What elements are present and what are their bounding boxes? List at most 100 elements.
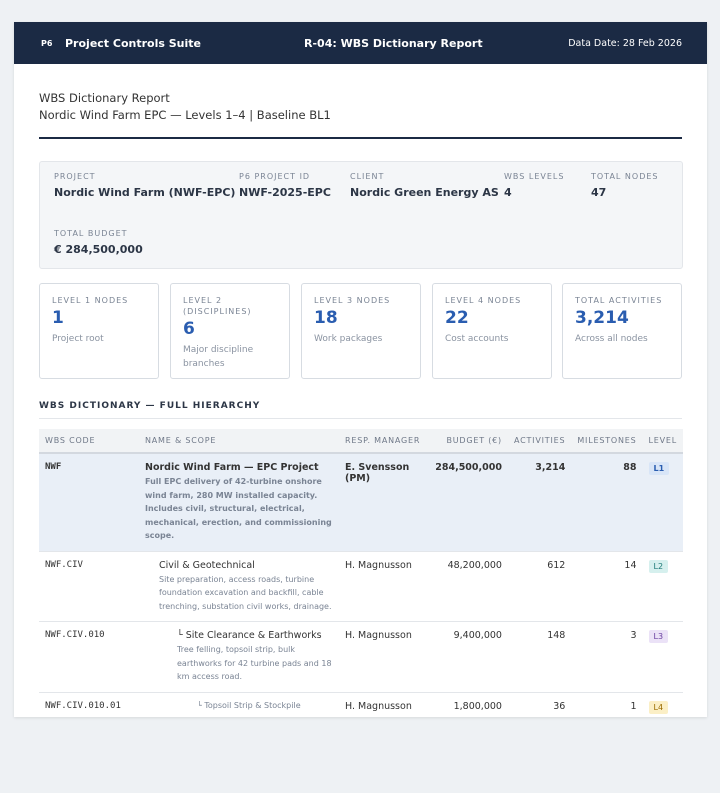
scope-text: Site preparation, access roads, turbine … xyxy=(159,574,332,611)
card-value: 22 xyxy=(445,308,469,328)
node-name: Nordic Wind Farm — EPC Project xyxy=(145,462,319,473)
column-header: MILESTONES xyxy=(571,429,643,454)
info-label: WBS LEVELS xyxy=(504,172,565,181)
info-field: CLIENT Nordic Green Energy AS xyxy=(350,172,499,199)
report-name: R-04: WBS Dictionary Report xyxy=(304,37,483,50)
name-scope: Civil & Geotechnical Site preparation, ac… xyxy=(139,551,339,622)
stat-card: LEVEL 1 NODES 1 Project root xyxy=(39,283,159,379)
data-date: Data Date: 28 Feb 2026 xyxy=(568,38,682,49)
info-value: 4 xyxy=(504,186,512,199)
card-label: LEVEL 3 NODES xyxy=(314,296,391,305)
scope-text: Full EPC delivery of 42-turbine onshore … xyxy=(145,477,332,540)
node-name: └ Topsoil Strip & Stockpile xyxy=(197,700,301,710)
info-field: WBS LEVELS 4 xyxy=(504,172,564,199)
app-name: Project Controls Suite xyxy=(65,37,201,50)
column-header: NAME & SCOPE xyxy=(139,429,339,454)
wbs-code: NWF.CIV xyxy=(39,551,139,622)
table-row: NWF.CIV.010 └ Site Clearance & Earthworks… xyxy=(39,621,683,693)
card-value: 1 xyxy=(52,308,64,328)
resp-manager: H. Magnusson xyxy=(339,692,430,717)
milestones: 3 xyxy=(571,621,643,693)
level: L4 xyxy=(642,692,683,717)
info-value: Nordic Wind Farm (NWF-EPC) xyxy=(54,186,236,199)
name-scope: └ Topsoil Strip & Stockpile xyxy=(139,692,339,717)
stat-card: LEVEL 2 (DISCIPLINES) 6 Major discipline b… xyxy=(170,283,290,379)
column-header: LEVEL xyxy=(642,429,683,454)
node-name: └ Site Clearance & Earthworks xyxy=(177,630,322,641)
info-field: TOTAL BUDGET € 284,500,000 xyxy=(54,229,143,256)
table-row: NWF.CIV.010.01 └ Topsoil Strip & Stockpil… xyxy=(39,692,683,717)
app-header: P6 Project Controls Suite R-04: WBS Dict… xyxy=(14,22,707,64)
info-label: TOTAL BUDGET xyxy=(54,229,128,238)
card-label: LEVEL 1 NODES xyxy=(52,296,129,305)
budget: 1,800,000 xyxy=(429,692,508,717)
node-name: Civil & Geotechnical xyxy=(159,559,255,571)
level-badge: L2 xyxy=(648,559,669,573)
level: L2 xyxy=(642,551,683,622)
stat-card: LEVEL 3 NODES 18 Work packages xyxy=(301,283,421,379)
report-sheet: P6 Project Controls Suite R-04: WBS Dict… xyxy=(14,22,707,717)
activities: 3,214 xyxy=(507,453,572,552)
column-header: BUDGET (€) xyxy=(429,429,508,454)
activities: 148 xyxy=(507,621,572,693)
card-value: 3,214 xyxy=(575,308,629,328)
info-value: € 284,500,000 xyxy=(54,243,143,256)
level-badge: L4 xyxy=(648,700,669,714)
card-label: TOTAL ACTIVITIES xyxy=(575,296,663,305)
wbs-code: NWF xyxy=(39,453,139,552)
level-badge: L1 xyxy=(648,462,670,475)
level-badge: L3 xyxy=(648,630,669,643)
section-title: WBS DICTIONARY — FULL HIERARCHY xyxy=(39,401,261,411)
wbs-code: NWF.CIV.010.01 xyxy=(39,692,139,717)
info-field: TOTAL NODES 47 xyxy=(591,172,659,199)
activities: 36 xyxy=(507,692,572,717)
info-value: Nordic Green Energy AS xyxy=(350,186,499,199)
resp-manager: H. Magnusson xyxy=(339,621,430,693)
card-label: LEVEL 2 (DISCIPLINES) xyxy=(183,296,252,316)
milestones: 88 xyxy=(571,453,643,552)
card-note: Work packages xyxy=(314,334,383,344)
level: L1 xyxy=(642,453,683,552)
card-label: LEVEL 4 NODES xyxy=(445,296,522,305)
column-header: WBS CODE xyxy=(39,429,139,454)
info-field: P6 PROJECT ID NWF-2025-EPC xyxy=(239,172,331,199)
name-scope: Nordic Wind Farm — EPC Project Full EPC d… xyxy=(139,453,339,552)
info-value: NWF-2025-EPC xyxy=(239,186,331,199)
info-value: 47 xyxy=(591,186,607,199)
name-scope: └ Site Clearance & Earthworks Tree fellin… xyxy=(139,621,339,693)
budget: 48,200,000 xyxy=(429,551,508,622)
info-label: CLIENT xyxy=(350,172,385,181)
milestones: 1 xyxy=(571,692,643,717)
resp-manager: H. Magnusson xyxy=(339,551,430,622)
report-subtitle: Nordic Wind Farm EPC — Levels 1–4 | Base… xyxy=(39,108,331,122)
card-note: Across all nodes xyxy=(575,334,648,344)
card-note: Project root xyxy=(52,334,104,344)
card-note: Major discipline branches xyxy=(183,345,254,369)
scope-text: Tree felling, topsoil strip, bulk earthw… xyxy=(177,645,332,681)
info-field: PROJECT Nordic Wind Farm (NWF-EPC) xyxy=(54,172,235,199)
wbs-code: NWF.CIV.010 xyxy=(39,621,139,693)
wbs-table: WBS CODE NAME & SCOPE RESP. MANAGER BUDGET … xyxy=(39,429,683,717)
card-value: 18 xyxy=(314,308,338,328)
info-label: TOTAL NODES xyxy=(591,172,659,181)
info-label: P6 PROJECT ID xyxy=(239,172,311,181)
table-row: NWF Nordic Wind Farm — EPC Project Full EP… xyxy=(39,453,683,552)
stat-card: LEVEL 4 NODES 22 Cost accounts xyxy=(432,283,552,379)
column-header: ACTIVITIES xyxy=(507,429,572,454)
stat-card: TOTAL ACTIVITIES 3,214 Across all nodes xyxy=(562,283,682,379)
report-title: WBS Dictionary Report xyxy=(39,91,170,105)
budget: 9,400,000 xyxy=(429,621,508,693)
card-note: Cost accounts xyxy=(445,334,509,344)
logo: P6 xyxy=(41,39,53,48)
budget: 284,500,000 xyxy=(429,453,508,552)
project-info: PROJECT Nordic Wind Farm (NWF-EPC) P6 PROJ… xyxy=(39,161,683,269)
level: L3 xyxy=(642,621,683,693)
resp-manager: E. Svensson (PM) xyxy=(339,453,430,552)
divider xyxy=(39,137,682,139)
column-header: RESP. MANAGER xyxy=(339,429,430,454)
milestones: 14 xyxy=(571,551,643,622)
table-row: NWF.CIV Civil & Geotechnical Site preparat… xyxy=(39,551,683,622)
activities: 612 xyxy=(507,551,572,622)
divider xyxy=(39,418,682,419)
